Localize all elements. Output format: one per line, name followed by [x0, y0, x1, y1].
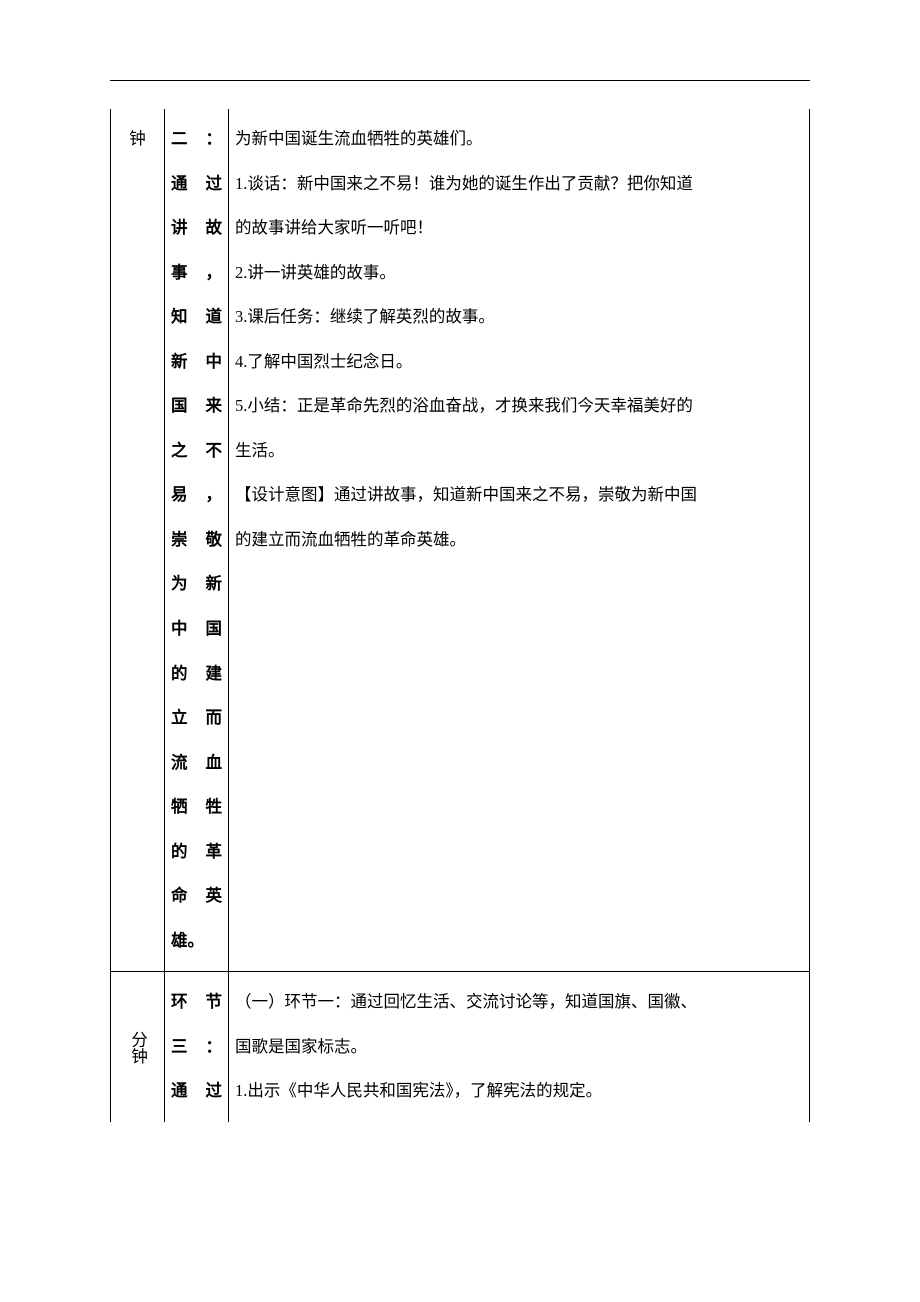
stage-seg: 立而	[171, 696, 222, 741]
content-line: 【设计意图】通过讲故事，知道新中国来之不易，崇敬为新中国	[235, 473, 803, 518]
stage-seg: 通过	[171, 162, 222, 207]
stage-seg: 事，	[171, 251, 222, 296]
stage-seg: 中国	[171, 607, 222, 652]
stage-seg: 知道	[171, 295, 222, 340]
cell-stage: 环节 三： 通过	[165, 972, 229, 1122]
time-text: 钟	[117, 117, 158, 162]
cell-stage: 二： 通过 讲故 事， 知道 新中 国来 之不 易， 崇敬 为新 中国 的建 立…	[165, 109, 229, 972]
stage-seg: 命英	[171, 874, 222, 919]
lesson-plan-table: 钟 二： 通过 讲故 事， 知道 新中 国来 之不 易， 崇敬 为新 中国 的建…	[110, 109, 810, 1122]
stage-seg: 为新	[171, 562, 222, 607]
content-line: 1.出示《中华人民共和国宪法》，了解宪法的规定。	[235, 1069, 803, 1114]
content-line: 2.讲一讲英雄的故事。	[235, 251, 803, 296]
stage-seg: 易，	[171, 473, 222, 518]
content-line: 1.谈话：新中国来之不易！谁为她的诞生作出了贡献？把你知道	[235, 162, 803, 207]
stage-seg: 雄。	[171, 919, 222, 964]
content-line: （一）环节一：通过回忆生活、交流讨论等，知道国旗、国徽、	[235, 980, 803, 1025]
stage-seg: 二：	[171, 117, 222, 162]
cell-time: 分钟	[111, 972, 165, 1122]
stage-seg: 环节	[171, 980, 222, 1025]
time-text: 分钟	[119, 1031, 155, 1064]
content-line: 3.课后任务：继续了解英烈的故事。	[235, 295, 803, 340]
stage-seg: 之不	[171, 429, 222, 474]
content-line: 的建立而流血牺牲的革命英雄。	[235, 518, 803, 563]
content-line: 4.了解中国烈士纪念日。	[235, 340, 803, 385]
cell-content: 为新中国诞生流血牺牲的英雄们。 1.谈话：新中国来之不易！谁为她的诞生作出了贡献…	[229, 109, 810, 972]
stage-seg: 牺牲	[171, 785, 222, 830]
content-line: 为新中国诞生流血牺牲的英雄们。	[235, 117, 803, 162]
table-row: 分钟 环节 三： 通过 （一）环节一：通过回忆生活、交流讨论等，知道国旗、国徽、…	[111, 972, 810, 1122]
stage-seg: 崇敬	[171, 518, 222, 563]
header-rule	[110, 80, 810, 81]
stage-seg: 三：	[171, 1025, 222, 1070]
content-line: 生活。	[235, 429, 803, 474]
stage-seg: 新中	[171, 340, 222, 385]
content-line: 国歌是国家标志。	[235, 1025, 803, 1070]
cell-content: （一）环节一：通过回忆生活、交流讨论等，知道国旗、国徽、 国歌是国家标志。 1.…	[229, 972, 810, 1122]
stage-seg: 讲故	[171, 206, 222, 251]
stage-seg: 通过	[171, 1069, 222, 1114]
stage-seg: 的革	[171, 830, 222, 875]
content-line: 的故事讲给大家听一听吧！	[235, 206, 803, 251]
table-row: 钟 二： 通过 讲故 事， 知道 新中 国来 之不 易， 崇敬 为新 中国 的建…	[111, 109, 810, 972]
document-page: 钟 二： 通过 讲故 事， 知道 新中 国来 之不 易， 崇敬 为新 中国 的建…	[0, 0, 920, 1302]
content-line: 5.小结：正是革命先烈的浴血奋战，才换来我们今天幸福美好的	[235, 384, 803, 429]
stage-seg: 国来	[171, 384, 222, 429]
stage-seg: 的建	[171, 652, 222, 697]
stage-seg: 流血	[171, 741, 222, 786]
cell-time: 钟	[111, 109, 165, 972]
